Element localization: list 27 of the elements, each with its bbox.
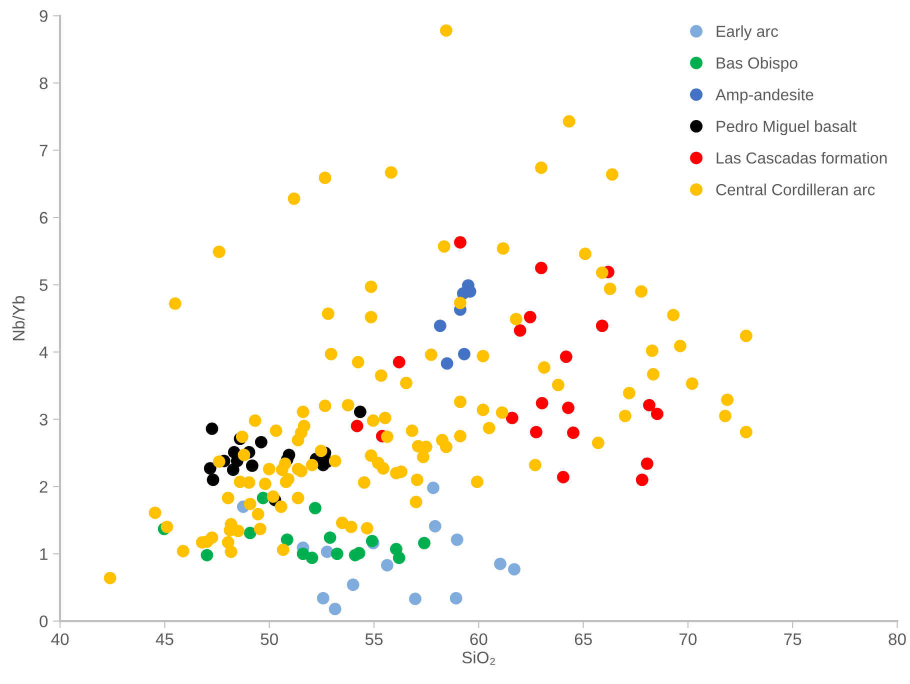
y-tick-label: 0 <box>40 615 48 628</box>
x-tick-label: 55 <box>365 633 383 646</box>
y-axis-title: Nb/Yb <box>12 296 25 340</box>
legend-label: Amp-andesite <box>715 88 814 104</box>
legend-label: Las Cascadas formation <box>716 152 887 164</box>
x-tick-label: 80 <box>888 633 906 646</box>
y-tick-label: 3 <box>40 414 48 426</box>
y-tick-label: 2 <box>40 480 48 493</box>
x-tick-label: 40 <box>51 633 69 646</box>
y-tick-label: 4 <box>39 346 48 358</box>
x-tick-label: 70 <box>680 633 697 646</box>
y-tick-label: 1 <box>40 548 48 560</box>
legend-label: Pedro Miguel basalt <box>716 120 857 136</box>
y-tick-label: 8 <box>40 77 48 90</box>
y-tick-label: 7 <box>40 144 48 156</box>
y-tick-label: 5 <box>40 279 48 291</box>
legend-label: Bas Obispo <box>716 56 798 72</box>
legend-label: Early arc <box>716 25 778 40</box>
x-tick-label: 75 <box>784 633 802 646</box>
y-tick-label: 9 <box>40 10 48 22</box>
x-tick-label: 65 <box>574 633 592 646</box>
x-tick-label: 45 <box>156 633 174 646</box>
x-axis-title: SiO₂ <box>462 651 495 665</box>
x-tick-label: 60 <box>470 633 488 646</box>
legend-label: Central Cordilleran arc <box>716 184 875 196</box>
x-tick-label: 50 <box>260 633 278 646</box>
y-tick-label: 6 <box>40 212 48 224</box>
